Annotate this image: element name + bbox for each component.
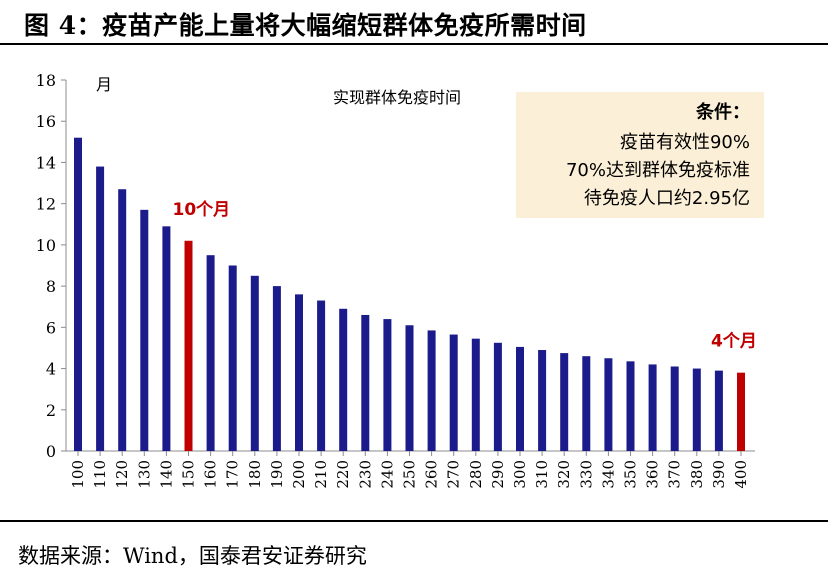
bar-highlight — [737, 372, 745, 451]
x-tick-label: 190 — [268, 460, 286, 489]
bar — [626, 361, 635, 451]
bar-highlight — [184, 240, 193, 451]
y-tick-label: 8 — [46, 277, 56, 296]
x-tick-label: 340 — [599, 460, 617, 489]
y-tick-label: 18 — [36, 71, 56, 90]
y-tick-label: 0 — [46, 442, 56, 461]
bar — [471, 338, 480, 451]
conditions-note: 条件： 疫苗有效性90% 70%达到群体免疫标准 待免疫人口约2.95亿 — [516, 92, 764, 218]
y-tick-label: 2 — [46, 401, 56, 420]
x-tick-label: 290 — [489, 460, 507, 489]
x-tick-label: 300 — [511, 460, 529, 489]
y-tick-label: 16 — [36, 112, 56, 131]
x-tick-label: 180 — [246, 460, 264, 489]
x-tick-label: 250 — [401, 460, 419, 489]
top-rule — [0, 43, 828, 45]
bar — [140, 209, 149, 451]
bar — [449, 334, 458, 451]
bar — [582, 356, 591, 451]
bar — [560, 353, 569, 451]
x-tick-label: 380 — [688, 460, 706, 489]
x-tick-label: 270 — [445, 460, 463, 489]
x-tick-label: 260 — [423, 460, 441, 489]
chart-title: 实现群体免疫时间 — [333, 88, 461, 107]
x-tick-label: 230 — [356, 460, 374, 489]
x-tick-label: 160 — [202, 460, 220, 489]
bar — [272, 286, 281, 451]
bar — [118, 189, 127, 451]
x-tick-label: 320 — [555, 460, 573, 489]
x-tick-label: 240 — [378, 460, 396, 489]
note-line: 待免疫人口约2.95亿 — [583, 188, 750, 209]
x-tick-label: 360 — [644, 460, 662, 489]
y-tick-label: 14 — [36, 153, 56, 172]
highlight-label: 10个月 — [173, 199, 231, 220]
x-tick-label: 110 — [91, 460, 109, 489]
highlight-label: 4个月 — [711, 331, 757, 352]
bar — [538, 350, 547, 451]
data-source: 数据来源：Wind，国泰君安证券研究 — [18, 544, 367, 568]
bar — [339, 308, 348, 451]
x-tick-label: 170 — [224, 460, 242, 489]
bar — [670, 366, 679, 451]
bar — [74, 137, 82, 451]
x-tick-label: 120 — [113, 460, 131, 489]
figure-title: 图 4：疫苗产能上量将大幅缩短群体免疫所需时间 — [24, 11, 587, 40]
bar — [162, 226, 171, 451]
bar — [405, 325, 414, 451]
x-tick-label: 390 — [710, 460, 728, 489]
x-tick-label: 130 — [135, 460, 153, 489]
x-tick-label: 350 — [622, 460, 640, 489]
note-line: 70%达到群体免疫标准 — [565, 160, 750, 181]
bar — [604, 358, 613, 451]
x-tick-label: 200 — [290, 460, 308, 489]
x-tick-label: 220 — [334, 460, 352, 489]
bar — [361, 314, 370, 451]
bar — [206, 255, 215, 451]
bar — [295, 294, 303, 451]
bar — [692, 368, 701, 451]
x-tick-label: 400 — [732, 460, 750, 489]
y-tick-label: 12 — [36, 195, 56, 214]
y-tick-label: 6 — [46, 318, 56, 337]
x-tick-label: 370 — [666, 460, 684, 489]
bar — [228, 265, 237, 451]
bar — [714, 370, 723, 451]
x-tick-label: 210 — [312, 460, 330, 489]
bar — [516, 346, 524, 451]
bottom-rule — [0, 520, 828, 522]
bar — [427, 330, 436, 451]
bar — [317, 300, 326, 451]
bar — [648, 364, 657, 451]
note-heading: 条件： — [696, 102, 750, 123]
bar — [493, 342, 502, 451]
bar — [383, 319, 392, 451]
x-tick-label: 310 — [533, 460, 551, 489]
x-tick-label: 100 — [69, 460, 87, 489]
bar — [96, 166, 105, 452]
x-tick-label: 330 — [577, 460, 595, 489]
x-tick-label: 150 — [180, 460, 198, 489]
y-axis-label: 月 — [96, 75, 112, 94]
x-tick-label: 140 — [157, 460, 175, 489]
note-line: 疫苗有效性90% — [619, 132, 750, 153]
bar — [250, 275, 259, 451]
y-tick-label: 4 — [46, 360, 56, 379]
x-tick-label: 280 — [467, 460, 485, 489]
y-tick-label: 10 — [36, 236, 56, 255]
